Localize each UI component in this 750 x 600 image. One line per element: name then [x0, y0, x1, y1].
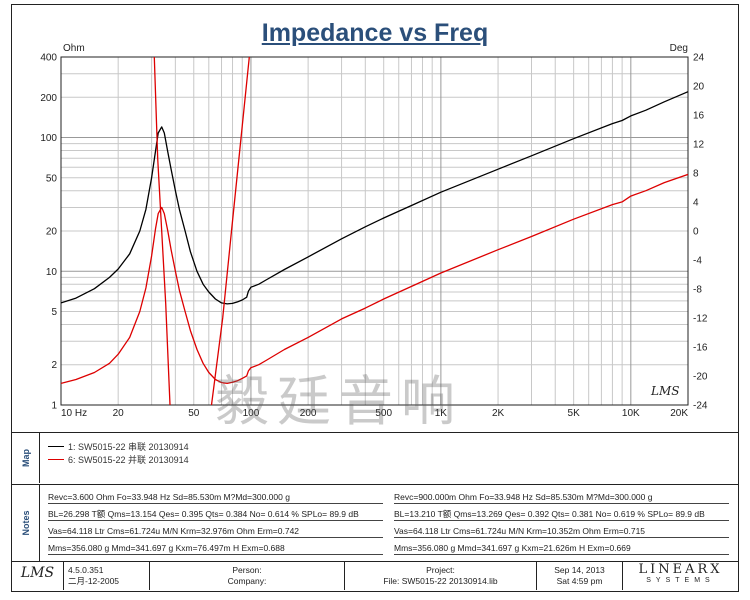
chart-lms-logo: LMS [650, 384, 679, 398]
y2-tick-label: -16 [693, 343, 708, 354]
footer-version: 4.5.0.351 [68, 565, 104, 575]
footer-date-cell: Sep 14, 2013 Sat 4:59 pm [537, 562, 623, 590]
legend-item: 1: SW5015-22 串联 20130914 [48, 440, 189, 453]
x-tick-label: 20K [670, 408, 688, 419]
footer-project-label: Project: [426, 565, 455, 575]
note-line: Vas=64.118 Ltr Cms=61.724u M/N Krm=32.97… [48, 525, 383, 538]
y2-tick-label: 12 [693, 140, 705, 151]
legend-swatch-red [48, 459, 64, 460]
notes-left-column: Revc=3.600 Ohm Fo=33.948 Hz Sd=85.530m M… [48, 491, 383, 555]
y-tick-label: 50 [46, 173, 58, 184]
y2-tick-label: 16 [693, 111, 705, 122]
footer-person-label: Person: [232, 565, 262, 575]
y2-tick-label: 0 [693, 227, 699, 238]
y-tick-label: 400 [40, 53, 57, 64]
watermark-text: 毅廷音响 [215, 370, 463, 433]
phase-series-line [153, 57, 171, 405]
notes-right-column: Revc=900.000m Ohm Fo=33.948 Hz Sd=85.530… [394, 491, 729, 555]
legend-swatch-black [48, 446, 64, 447]
footer-brand-cell: LINEARX SYSTEMS [623, 562, 738, 590]
tick-layer: 10 Hz 20 50 100 200 500 1K 2K 5K 10K 20K1251020501… [40, 53, 708, 420]
x-tick-label: 10 Hz [61, 408, 87, 419]
y-tick-label: 2 [51, 360, 57, 371]
divider-footer-top [12, 561, 738, 562]
x-tick-label: 500 [375, 408, 392, 419]
y-tick-label: 100 [40, 133, 57, 144]
legend-index: 6: [68, 454, 76, 465]
grid-minor [61, 56, 689, 405]
y2-tick-label: -20 [693, 372, 708, 383]
x-tick-label: 1K [435, 408, 448, 419]
note-line: Mms=356.080 g Mmd=341.697 g Kxm=21.626m … [394, 542, 729, 555]
x-tick-label: 2K [492, 408, 505, 419]
notes-side-tab: Notes [12, 485, 40, 561]
y2-tick-label: 8 [693, 169, 699, 180]
impedance-series-line [61, 173, 688, 385]
chart-title: Impedance vs Freq [261, 19, 489, 47]
footer-run-time: Sat 4:59 pm [556, 576, 603, 586]
legend-label: SW5015-22 并联 20130914 [78, 455, 189, 465]
y-tick-label: 10 [46, 267, 58, 278]
y-tick-label: 200 [40, 93, 57, 104]
y-axis-unit-label: Ohm [63, 43, 85, 54]
y2-tick-label: -8 [693, 285, 702, 296]
note-line: Revc=3.600 Ohm Fo=33.948 Hz Sd=85.530m M… [48, 491, 383, 504]
divider-notes-top [12, 484, 738, 485]
footer-company-label: Company: [227, 576, 267, 586]
footer-file-name: File: SW5015-22 20130914.lib [383, 576, 498, 586]
note-line: BL=13.210 T额 Qms=13.269 Qes= 0.392 Qts= … [394, 508, 729, 521]
x-tick-label: 20 [113, 408, 125, 419]
x-tick-label: 50 [188, 408, 200, 419]
footer-version-cell: 4.5.0.351 二月-12-2005 [64, 562, 150, 590]
footer-brand-logo: LINEARX [638, 562, 723, 577]
series-layer [61, 57, 688, 405]
y2-tick-label: 24 [693, 53, 705, 64]
y-tick-label: 5 [51, 307, 57, 318]
footer-lms-logo: LMS [20, 565, 55, 581]
footer-build-date: 二月-12-2005 [68, 576, 120, 586]
y2-tick-label: 20 [693, 82, 705, 93]
y2-tick-label: -12 [693, 314, 708, 325]
note-line: Vas=64.118 Ltr Cms=61.724u M/N Krm=10.35… [394, 525, 729, 538]
impedance-series-line [61, 91, 688, 305]
map-side-tab: Map [12, 433, 40, 483]
footer-run-date: Sep 14, 2013 [554, 565, 605, 575]
y-tick-label: 1 [51, 401, 57, 412]
legend-index: 1: [68, 441, 76, 452]
legend-item: 6: SW5015-22 并联 20130914 [48, 453, 189, 466]
footer-brand-subtitle: SYSTEMS [646, 577, 715, 584]
note-line: Mms=356.080 g Mmd=341.697 g Kxm=76.497m … [48, 542, 383, 555]
y2-axis-unit-label: Deg [670, 43, 688, 54]
x-tick-label: 200 [300, 408, 317, 419]
notes-side-label: Notes [20, 510, 31, 536]
divider-map-top [12, 432, 738, 433]
note-line: Revc=900.000m Ohm Fo=33.948 Hz Sd=85.530… [394, 491, 729, 504]
y-tick-label: 20 [46, 227, 58, 238]
plot-border [60, 56, 689, 406]
y2-tick-label: 4 [693, 198, 699, 209]
footer-project-cell: Project: File: SW5015-22 20130914.lib [345, 562, 537, 590]
phase-series-line [210, 57, 250, 405]
footer-person-cell: Person: Company: [150, 562, 345, 590]
report-frame [11, 4, 739, 592]
x-tick-label: 5K [568, 408, 581, 419]
x-tick-label: 100 [243, 408, 260, 419]
footer-logo-cell: LMS [12, 562, 64, 590]
y2-tick-label: -24 [693, 401, 708, 412]
y2-tick-label: -4 [693, 256, 702, 267]
x-tick-label: 10K [622, 408, 640, 419]
map-side-label: Map [20, 449, 31, 467]
legend-label: SW5015-22 串联 20130914 [78, 442, 189, 452]
note-line: BL=26.298 T额 Qms=13.154 Qes= 0.395 Qts= … [48, 508, 383, 521]
